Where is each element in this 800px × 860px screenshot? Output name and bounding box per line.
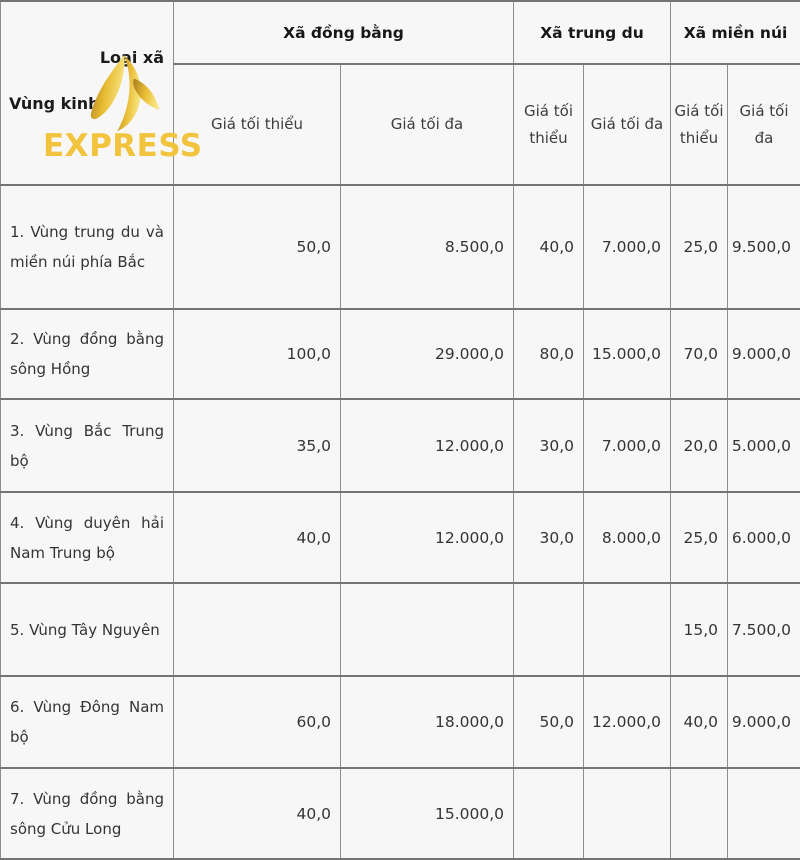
value-cell: 5.000,0 bbox=[728, 399, 800, 492]
value-cell: 80,0 bbox=[514, 309, 584, 399]
value-cell: 29.000,0 bbox=[341, 309, 514, 399]
region-name: 7. Vùng đồng bằng sông Cửu Long bbox=[1, 768, 174, 859]
value-cell bbox=[671, 768, 728, 859]
value-cell: 9.500,0 bbox=[728, 185, 800, 309]
region-name: 5. Vùng Tây Nguyên bbox=[1, 583, 174, 676]
value-cell: 18.000,0 bbox=[341, 676, 514, 768]
value-cell: 60,0 bbox=[174, 676, 341, 768]
value-cell: 9.000,0 bbox=[728, 676, 800, 768]
value-cell: 25,0 bbox=[671, 492, 728, 583]
express-logo: EXPRESS bbox=[1, 2, 201, 182]
value-cell: 30,0 bbox=[514, 492, 584, 583]
value-cell bbox=[728, 768, 800, 859]
value-cell: 12.000,0 bbox=[341, 492, 514, 583]
table-row: 5. Vùng Tây Nguyên 15,0 7.500,0 bbox=[1, 583, 800, 676]
region-name: 2. Vùng đồng bằng sông Hồng bbox=[1, 309, 174, 399]
value-cell: 8.500,0 bbox=[341, 185, 514, 309]
region-name: 6. Vùng Đông Nam bộ bbox=[1, 676, 174, 768]
value-cell: 7.000,0 bbox=[584, 185, 671, 309]
table-row: 6. Vùng Đông Nam bộ 60,0 18.000,0 50,0 1… bbox=[1, 676, 800, 768]
table-row: 1. Vùng trung du và miền núi phía Bắc 50… bbox=[1, 185, 800, 309]
value-cell: 30,0 bbox=[514, 399, 584, 492]
value-cell: 12.000,0 bbox=[584, 676, 671, 768]
value-cell: 15,0 bbox=[671, 583, 728, 676]
value-cell: 100,0 bbox=[174, 309, 341, 399]
value-cell bbox=[514, 583, 584, 676]
corner-header-cell: Loại xã Vùng kinh bbox=[1, 1, 174, 185]
value-cell: 40,0 bbox=[174, 492, 341, 583]
value-cell: 8.000,0 bbox=[584, 492, 671, 583]
group-header-trung-du: Xã trung du bbox=[514, 1, 671, 64]
value-cell: 70,0 bbox=[671, 309, 728, 399]
gold-bird-icon bbox=[89, 54, 167, 146]
group-header-mien-nui: Xã miền núi bbox=[671, 1, 800, 64]
value-cell: 40,0 bbox=[174, 768, 341, 859]
region-name: 1. Vùng trung du và miền núi phía Bắc bbox=[1, 185, 174, 309]
corner-label-vung-kinh: Vùng kinh bbox=[9, 94, 100, 113]
value-cell: 35,0 bbox=[174, 399, 341, 492]
value-cell: 40,0 bbox=[514, 185, 584, 309]
value-cell: 7.000,0 bbox=[584, 399, 671, 492]
value-cell: 50,0 bbox=[514, 676, 584, 768]
value-cell: 25,0 bbox=[671, 185, 728, 309]
value-cell: 15.000,0 bbox=[341, 768, 514, 859]
table-row: 4. Vùng duyên hải Nam Trung bộ 40,0 12.0… bbox=[1, 492, 800, 583]
value-cell bbox=[584, 583, 671, 676]
value-cell: 20,0 bbox=[671, 399, 728, 492]
value-cell bbox=[174, 583, 341, 676]
value-cell: 12.000,0 bbox=[341, 399, 514, 492]
value-cell bbox=[584, 768, 671, 859]
subheader-max-dong-bang: Giá tối đa bbox=[341, 64, 514, 185]
subheader-max-mien-nui: Giá tối đa bbox=[728, 64, 800, 185]
value-cell: 9.000,0 bbox=[728, 309, 800, 399]
region-name: 3. Vùng Bắc Trung bộ bbox=[1, 399, 174, 492]
subheader-min-trung-du: Giá tối thiểu bbox=[514, 64, 584, 185]
value-cell: 40,0 bbox=[671, 676, 728, 768]
corner-label-loai-xa: Loại xã bbox=[100, 48, 164, 67]
subheader-min-dong-bang: Giá tối thiểu bbox=[174, 64, 341, 185]
group-header-dong-bang: Xã đồng bằng bbox=[174, 1, 514, 64]
subheader-max-trung-du: Giá tối đa bbox=[584, 64, 671, 185]
subheader-min-mien-nui: Giá tối thiểu bbox=[671, 64, 728, 185]
region-name: 4. Vùng duyên hải Nam Trung bộ bbox=[1, 492, 174, 583]
value-cell: 50,0 bbox=[174, 185, 341, 309]
value-cell: 7.500,0 bbox=[728, 583, 800, 676]
value-cell bbox=[514, 768, 584, 859]
table-row: 3. Vùng Bắc Trung bộ 35,0 12.000,0 30,0 … bbox=[1, 399, 800, 492]
value-cell bbox=[341, 583, 514, 676]
table-row: 2. Vùng đồng bằng sông Hồng 100,0 29.000… bbox=[1, 309, 800, 399]
value-cell: 6.000,0 bbox=[728, 492, 800, 583]
header-group-row: Loại xã Vùng kinh bbox=[1, 1, 800, 64]
table-row: 7. Vùng đồng bằng sông Cửu Long 40,0 15.… bbox=[1, 768, 800, 859]
value-cell: 15.000,0 bbox=[584, 309, 671, 399]
